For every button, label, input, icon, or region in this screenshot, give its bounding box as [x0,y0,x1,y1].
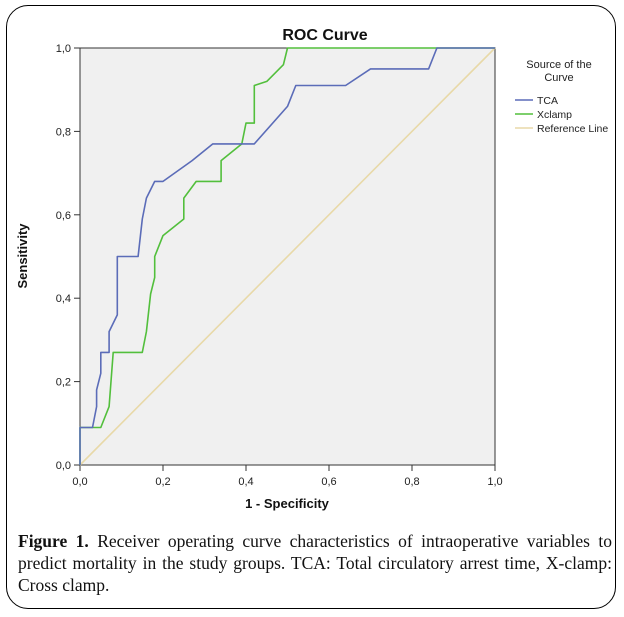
series-line-tca [79,47,495,465]
y-tick-label: 0,0 [56,460,71,472]
series-line-xclamp [79,47,495,465]
y-tick-label: 0,4 [56,293,71,305]
y-axis-label: Sensitivity [15,223,30,289]
x-tick-label: 0,0 [72,476,87,488]
y-tick-label: 0,6 [56,210,71,222]
x-axis-ticks: 0,0 0,2 0,4 0,6 0,8 1,0 [72,465,503,488]
y-axis-ticks: 0,0 0,2 0,4 0,6 0,8 1,0 [56,43,80,472]
legend: Source of the Curve TCA Xclamp Reference L… [515,59,608,135]
x-tick-label: 0,8 [404,476,419,488]
x-axis-label: 1 - Specificity [245,496,330,511]
x-tick-label: 0,6 [321,476,336,488]
legend-label-tca: TCA [537,95,558,107]
x-tick-label: 1,0 [487,476,502,488]
series-lines [79,47,496,466]
y-tick-label: 1,0 [56,43,71,55]
caption-label: Figure 1. [18,531,89,551]
legend-title-line2: Curve [544,72,573,84]
roc-chart: ROC Curve 0,00,20,40,60,81,0 0,0 0,2 0,4 0,… [15,27,608,511]
legend-title-line1: Source of the [526,59,591,71]
x-tick-label: 0,4 [238,476,253,488]
y-tick-label: 0,8 [56,126,71,138]
figure-frame [6,5,616,609]
chart-title: ROC Curve [282,27,367,44]
figure-caption: Figure 1. Receiver operating curve chara… [18,530,612,596]
legend-label-reference: Reference Line [537,123,608,135]
caption-text: Receiver operating curve characteristics… [18,531,612,595]
x-tick-label: 0,2 [155,476,170,488]
legend-label-xclamp: Xclamp [537,109,572,121]
series-line-reference [79,47,496,466]
y-tick-label: 0,2 [56,377,71,389]
